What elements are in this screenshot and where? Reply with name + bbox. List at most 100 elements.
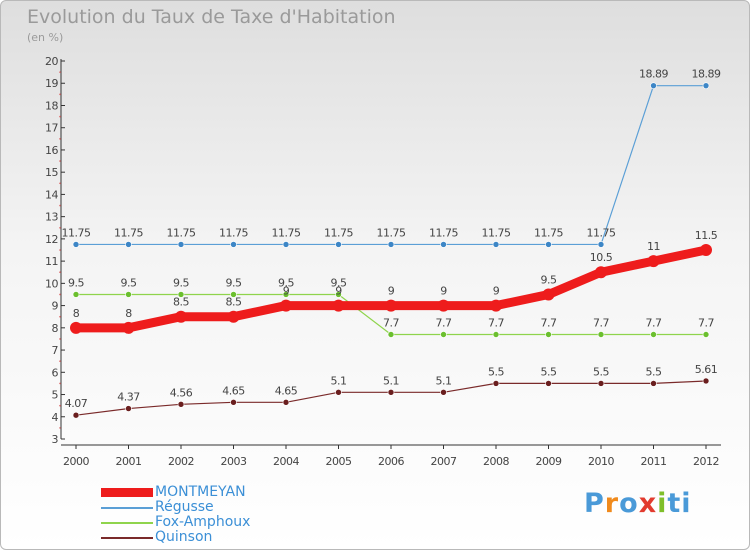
data-point xyxy=(545,331,552,338)
data-label: 7.7 xyxy=(541,316,557,329)
data-label: 5.1 xyxy=(383,374,399,387)
data-label: 9 xyxy=(335,285,342,298)
data-point xyxy=(542,288,555,301)
chart-title: Evolution du Taux de Taxe d'Habitation xyxy=(27,6,396,28)
data-label: 9.5 xyxy=(541,273,557,286)
y-minor-tick xyxy=(59,271,61,274)
y-minor-tick xyxy=(59,93,61,96)
y-minor-tick xyxy=(59,71,61,73)
data-point xyxy=(387,331,395,338)
data-label: 5.1 xyxy=(331,374,347,387)
y-tick-label: 10 xyxy=(45,277,58,290)
data-label: 11.75 xyxy=(114,226,143,239)
data-point xyxy=(125,291,132,298)
data-label: 4.37 xyxy=(117,391,140,404)
data-label: 8 xyxy=(125,307,132,320)
data-point xyxy=(597,331,605,338)
data-label: 7.7 xyxy=(488,316,504,329)
data-point xyxy=(72,241,80,248)
data-label: 7.7 xyxy=(593,316,609,329)
y-tick-label: 3 xyxy=(52,433,59,446)
y-minor-tick xyxy=(59,115,61,118)
data-point xyxy=(335,389,342,396)
x-tick-label: 2004 xyxy=(273,455,299,468)
data-point xyxy=(702,82,710,89)
legend-item: Quinson xyxy=(101,530,250,545)
series-quinson: 4.07 4.37 4.56 4.65 4.65 5.1 5.1 5.1 5.5 5.5 5.5 5.… xyxy=(65,363,718,419)
x-tick-label: 2010 xyxy=(588,455,614,468)
data-label: 9 xyxy=(388,285,395,298)
data-label: 9.5 xyxy=(226,276,242,289)
data-point xyxy=(175,310,187,323)
data-label: 18.89 xyxy=(639,68,668,81)
data-label: 9 xyxy=(283,285,290,298)
y-minor-tick xyxy=(59,293,61,296)
y-tick-label: 17 xyxy=(45,122,58,135)
data-label: 7.7 xyxy=(436,316,452,329)
x-tick-label: 2005 xyxy=(326,455,352,468)
data-label: 11.75 xyxy=(272,226,301,239)
legend-label: Quinson xyxy=(155,529,213,545)
data-label: 9.5 xyxy=(331,276,347,289)
data-label: 11.75 xyxy=(534,226,563,239)
data-label: 8.5 xyxy=(173,296,189,309)
data-point xyxy=(650,380,657,387)
y-tick-label: 19 xyxy=(45,77,58,90)
data-label: 11.75 xyxy=(62,226,91,239)
y-minor-tick xyxy=(59,226,61,229)
legend-swatch xyxy=(101,488,153,497)
data-point xyxy=(440,389,447,396)
y-tick-label: 20 xyxy=(45,55,58,68)
data-label: 9 xyxy=(440,285,447,298)
data-point xyxy=(227,310,240,323)
y-tick-label: 9 xyxy=(52,300,59,313)
data-point xyxy=(280,299,292,312)
y-minor-tick xyxy=(59,338,61,340)
data-label: 9 xyxy=(493,285,500,298)
data-label: 9.5 xyxy=(121,276,137,289)
legend-label: Fox-Amphoux xyxy=(155,514,251,530)
series-r-gusse: 11.75 11.75 11.75 11.75 11.75 11.75 11.75 11.75… xyxy=(62,68,721,248)
data-label: 5.61 xyxy=(695,363,718,376)
legend: MONTMEYAN Régusse Fox-Amphoux Quinson xyxy=(101,485,250,545)
y-minor-tick xyxy=(59,160,61,162)
data-label: 7.7 xyxy=(698,316,714,329)
y-tick-label: 11 xyxy=(45,255,58,268)
data-label: 11.5 xyxy=(695,229,718,242)
data-label: 5.5 xyxy=(488,365,504,378)
x-tick-label: 2007 xyxy=(431,455,457,468)
data-label: 7.7 xyxy=(646,316,662,329)
y-minor-tick xyxy=(59,249,61,251)
x-tick-label: 2009 xyxy=(536,455,562,468)
data-label: 10.5 xyxy=(590,251,613,264)
data-point xyxy=(597,241,605,248)
data-point xyxy=(177,401,185,408)
data-point xyxy=(440,331,447,338)
y-minor-tick xyxy=(59,204,61,207)
x-tick-label: 2011 xyxy=(641,455,667,468)
y-tick-label: 8 xyxy=(52,322,59,335)
data-label: 9.5 xyxy=(173,276,189,289)
data-point xyxy=(332,299,345,312)
data-point xyxy=(545,380,552,387)
y-minor-tick xyxy=(59,382,61,385)
data-label: 5.5 xyxy=(646,365,662,378)
data-point xyxy=(125,405,132,412)
data-point xyxy=(702,331,710,338)
x-tick-label: 2008 xyxy=(483,455,509,468)
x-tick-label: 2002 xyxy=(168,455,194,468)
data-label: 4.56 xyxy=(170,386,193,399)
data-label: 11.75 xyxy=(587,226,616,239)
y-tick-label: 16 xyxy=(45,144,58,157)
data-point xyxy=(282,399,290,406)
data-label: 11 xyxy=(647,240,660,253)
y-minor-tick xyxy=(59,427,61,429)
data-label: 4.07 xyxy=(65,397,88,410)
y-tick-label: 7 xyxy=(52,344,59,357)
y-tick-label: 4 xyxy=(52,411,59,424)
data-point xyxy=(282,291,290,298)
data-point xyxy=(492,380,500,387)
y-minor-tick xyxy=(59,138,61,140)
y-minor-tick xyxy=(59,182,61,185)
